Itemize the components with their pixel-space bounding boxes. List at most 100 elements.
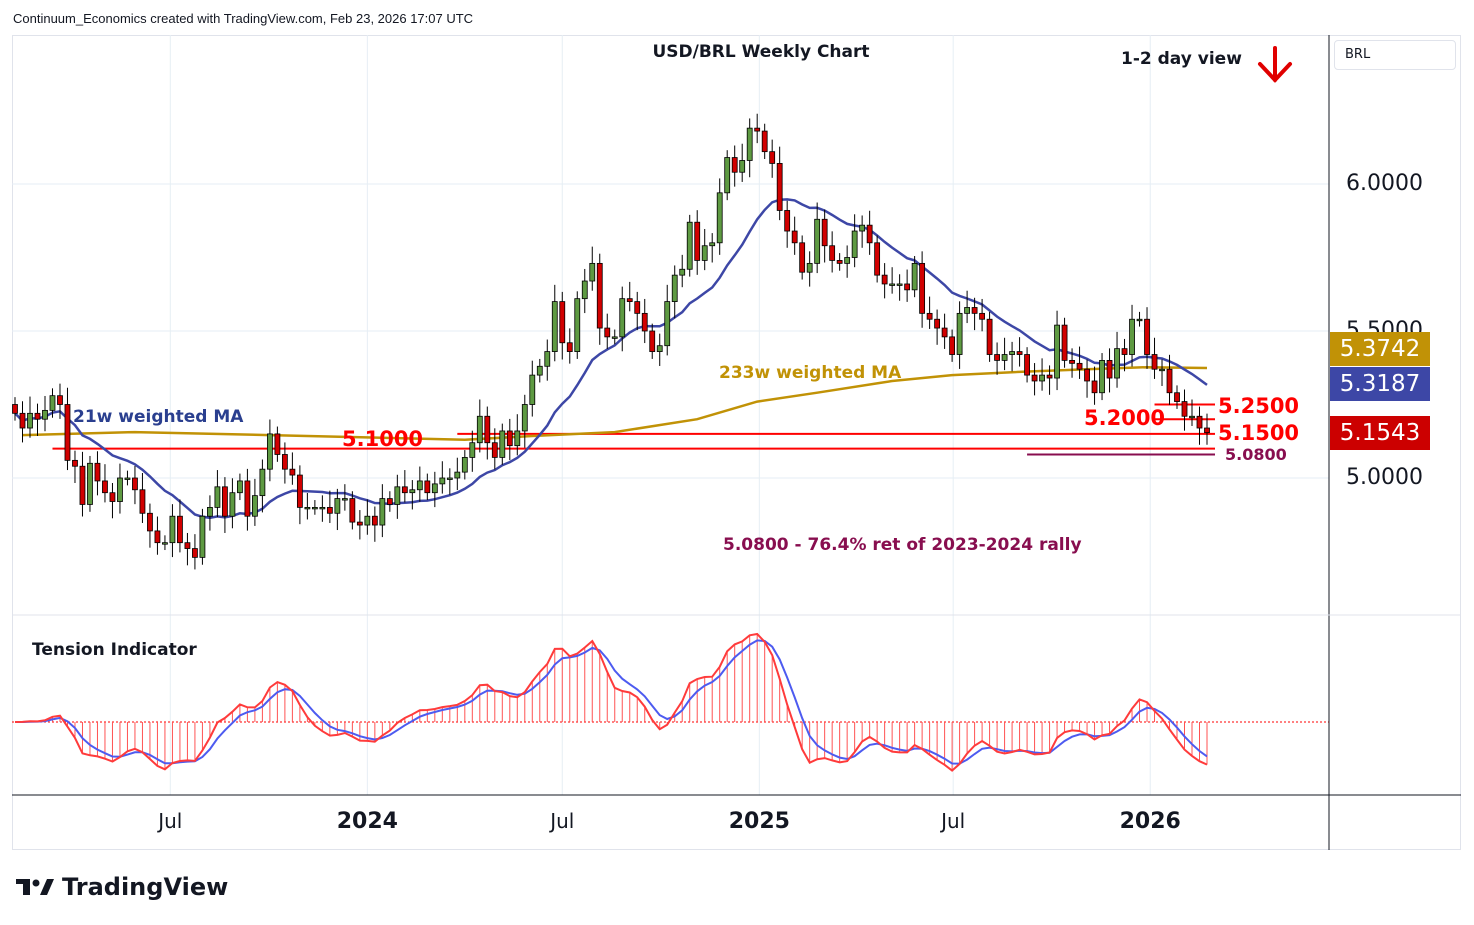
candle <box>244 468 251 531</box>
candle-body <box>634 301 641 314</box>
candle-body <box>102 480 108 494</box>
candle <box>1069 348 1075 378</box>
candle <box>836 253 843 271</box>
candle <box>596 253 603 345</box>
candle <box>1144 307 1150 369</box>
candle <box>87 455 93 512</box>
x-tick-label: Jul <box>939 809 965 833</box>
candle-body <box>581 280 588 300</box>
candle-body <box>461 457 468 473</box>
symbol-box[interactable]: BRL <box>1334 40 1456 70</box>
candle <box>604 313 611 349</box>
candle-body <box>162 542 168 545</box>
candle <box>536 358 543 383</box>
candle-body <box>1001 354 1008 361</box>
ma21-label: 21w weighted MA <box>73 407 244 427</box>
candle <box>469 430 476 472</box>
candle <box>281 442 288 484</box>
candle <box>1016 337 1023 367</box>
level-5100-label: 5.1000 <box>342 427 423 451</box>
tradingview-logo[interactable]: TradingView <box>16 873 228 901</box>
candle-body <box>844 257 851 264</box>
candle-body <box>491 442 498 458</box>
candle-body <box>784 210 791 232</box>
candle-body <box>1024 354 1030 376</box>
candle <box>19 401 26 443</box>
candle <box>177 499 183 553</box>
candle <box>1136 311 1143 327</box>
candle-body <box>87 462 93 505</box>
candle-body <box>956 312 963 355</box>
candle-body <box>971 307 978 314</box>
candle-body <box>499 430 506 458</box>
candle-body <box>199 515 206 558</box>
candle <box>634 291 641 331</box>
candle-body <box>589 262 596 282</box>
candle-body <box>559 301 566 344</box>
candle <box>416 466 423 502</box>
indicator-signal-line <box>15 639 1208 765</box>
candle <box>994 342 1000 375</box>
candle-body <box>147 512 153 532</box>
candle-body <box>207 506 213 517</box>
candle <box>971 297 978 331</box>
candle-body <box>1084 368 1090 382</box>
candle <box>72 450 78 483</box>
ma233-value-badge: 5.3742 <box>1330 332 1430 366</box>
candle <box>566 328 573 364</box>
candle <box>117 463 123 514</box>
candle <box>326 490 333 523</box>
candle <box>42 395 48 432</box>
candle <box>529 360 536 417</box>
tradingview-logo-icon <box>16 879 54 895</box>
candle <box>334 488 341 531</box>
candle <box>237 473 243 501</box>
candle <box>266 419 273 482</box>
chart-attribution: Continuum_Economics created with Trading… <box>13 11 474 26</box>
candle <box>1091 366 1098 405</box>
candle-body <box>34 412 41 420</box>
candle <box>132 465 138 505</box>
chart-title: USD/BRL Weekly Chart <box>652 42 869 62</box>
candle-body <box>769 151 776 164</box>
candle <box>724 150 731 201</box>
candle-body <box>1196 415 1203 429</box>
candle-body <box>889 283 896 286</box>
candle <box>199 508 206 565</box>
candle <box>589 246 596 291</box>
candle-body <box>596 262 603 329</box>
candle <box>27 396 33 438</box>
candle <box>859 215 866 248</box>
indicator-tension-line <box>14 632 1208 772</box>
candle-body <box>281 454 288 470</box>
x-tick-label: 2024 <box>337 809 398 834</box>
candle <box>49 388 56 418</box>
level-5080-label: 5.0800 <box>1225 445 1287 464</box>
candle-body <box>379 498 386 526</box>
candle <box>851 214 858 268</box>
candle-body <box>274 433 281 455</box>
candle-body <box>251 495 258 517</box>
candle-body <box>821 218 828 247</box>
candle-body <box>304 506 311 510</box>
candle-body <box>326 506 333 514</box>
candle-body <box>799 242 806 273</box>
candle-body <box>1009 351 1015 355</box>
candle <box>394 474 401 519</box>
candle-body <box>94 462 101 482</box>
candle-body <box>42 409 48 420</box>
candle <box>919 251 926 328</box>
candle-body <box>244 480 251 517</box>
candle <box>296 465 303 525</box>
candle-body <box>356 521 363 526</box>
candle <box>559 291 566 360</box>
candle-body <box>364 515 371 526</box>
candle <box>139 473 146 523</box>
view-label: 1-2 day view <box>1121 49 1242 69</box>
candle-body <box>446 477 453 480</box>
candle-body <box>514 430 521 447</box>
candle-body <box>1129 318 1135 355</box>
candle-body <box>911 262 918 291</box>
candle <box>147 503 153 548</box>
